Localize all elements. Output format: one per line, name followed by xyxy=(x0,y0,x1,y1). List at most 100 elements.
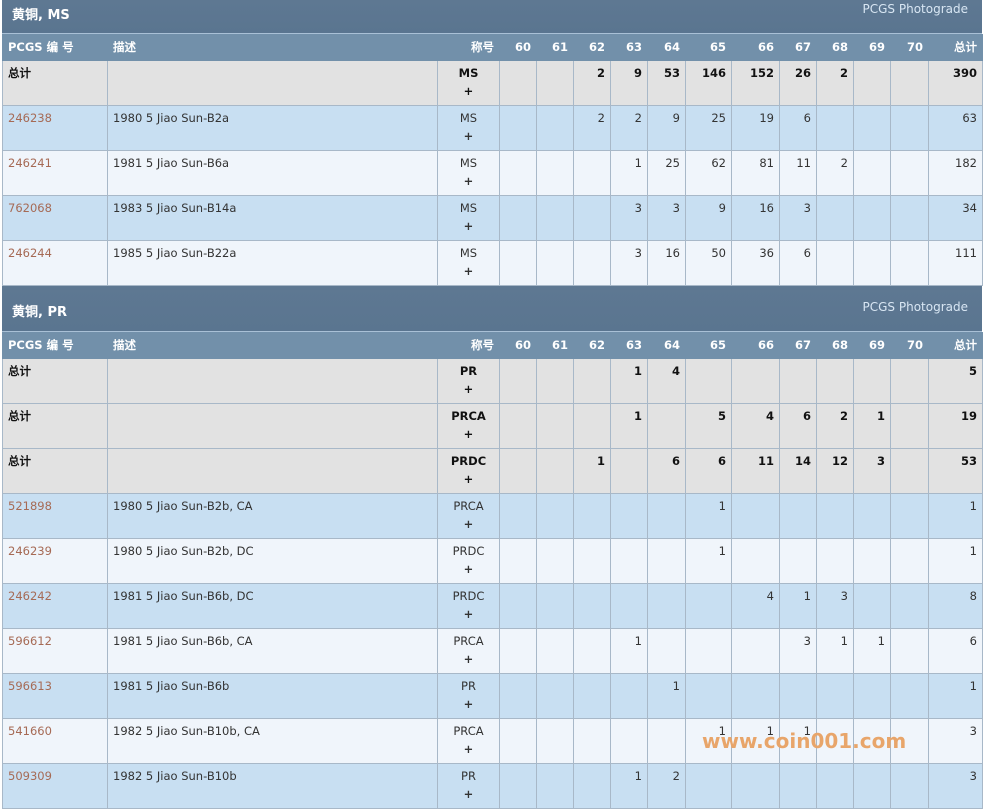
pcgs-number-link[interactable]: 762068 xyxy=(8,201,52,215)
pcgs-number-link[interactable]: 246238 xyxy=(8,111,52,125)
column-grade-60[interactable]: 60 xyxy=(499,332,537,359)
plus-grade-toggle[interactable]: + xyxy=(463,129,474,143)
column-grade-62[interactable]: 62 xyxy=(573,332,611,359)
pcgs-number-link[interactable]: 246244 xyxy=(8,246,52,260)
grade-count-66: 81 xyxy=(731,150,780,196)
column-grade-68[interactable]: 68 xyxy=(816,332,854,359)
column-description[interactable]: 描述 xyxy=(107,34,438,61)
column-grade-63[interactable]: 63 xyxy=(610,332,648,359)
grade-count-61 xyxy=(536,240,574,286)
column-grade-65[interactable]: 65 xyxy=(685,332,732,359)
column-grade-66[interactable]: 66 xyxy=(731,34,780,61)
column-grade-60[interactable]: 60 xyxy=(499,34,537,61)
column-grade-65[interactable]: 65 xyxy=(685,34,732,61)
grade-count-64: 25 xyxy=(647,150,686,196)
grade-count-60 xyxy=(499,583,537,629)
total-label: 总计 xyxy=(8,364,31,378)
plus-grade-toggle[interactable]: + xyxy=(463,174,474,188)
grade-count-61 xyxy=(536,583,574,629)
plus-grade-toggle[interactable]: + xyxy=(463,84,474,98)
pcgs-number-link[interactable]: 541660 xyxy=(8,724,52,738)
column-pcgs[interactable]: PCGS 编 号 xyxy=(2,332,108,359)
plus-grade-toggle[interactable]: + xyxy=(463,562,474,576)
plus-grade-toggle[interactable]: + xyxy=(463,427,474,441)
grade-count-66 xyxy=(731,628,780,674)
plus-grade-toggle[interactable]: + xyxy=(463,742,474,756)
plus-grade-toggle[interactable]: + xyxy=(463,219,474,233)
column-header-row: PCGS 编 号描述 称号 60 61 62 63 64 65 66 67 68 69 70 总计 xyxy=(2,332,983,359)
pcgs-number-link[interactable]: 246239 xyxy=(8,544,52,558)
pcgs-number-link[interactable]: 521898 xyxy=(8,499,52,513)
plus-grade-toggle[interactable]: + xyxy=(463,652,474,666)
designation-cell: PR + xyxy=(437,763,500,809)
column-grade-67[interactable]: 67 xyxy=(779,332,817,359)
designation-label: MS xyxy=(459,201,478,215)
plus-grade-toggle[interactable]: + xyxy=(463,264,474,278)
column-grade-66[interactable]: 66 xyxy=(731,332,780,359)
grade-count-65: 1 xyxy=(685,493,732,539)
row-total: 8 xyxy=(928,583,983,629)
column-grade-64[interactable]: 64 xyxy=(647,34,686,61)
row-total: 1 xyxy=(928,493,983,539)
grade-count-66: 152 xyxy=(731,60,780,106)
photograde-link[interactable]: PCGS Photograde xyxy=(862,300,968,314)
plus-grade-toggle[interactable]: + xyxy=(463,607,474,621)
column-grade-70[interactable]: 70 xyxy=(890,34,929,61)
grade-count-62 xyxy=(573,763,611,809)
column-grade-69[interactable]: 69 xyxy=(853,332,891,359)
grade-count-63 xyxy=(610,448,648,494)
designation-label: MS xyxy=(459,246,478,260)
column-grade-67[interactable]: 67 xyxy=(779,34,817,61)
grade-count-65 xyxy=(685,673,732,719)
pcgs-number-link[interactable]: 246241 xyxy=(8,156,52,170)
pcgs-number-link[interactable]: 509309 xyxy=(8,769,52,783)
column-grade-64[interactable]: 64 xyxy=(647,332,686,359)
designation-cell: PR + xyxy=(437,358,500,404)
grade-count-66: 11 xyxy=(731,448,780,494)
column-designation[interactable]: 称号 xyxy=(437,332,500,359)
pcgs-number-link[interactable]: 596613 xyxy=(8,679,52,693)
column-grade-61[interactable]: 61 xyxy=(536,332,574,359)
column-grade-69[interactable]: 69 xyxy=(853,34,891,61)
grade-count-62 xyxy=(573,195,611,241)
column-pcgs[interactable]: PCGS 编 号 xyxy=(2,34,108,61)
grade-count-65: 25 xyxy=(685,105,732,151)
description-cell xyxy=(107,60,438,106)
total-row: 总计 PRCA +1 5 4 6 2 1 19 xyxy=(2,403,983,449)
grade-count-63 xyxy=(610,583,648,629)
grade-count-64: 2 xyxy=(647,763,686,809)
grade-count-65 xyxy=(685,358,732,404)
column-description[interactable]: 描述 xyxy=(107,332,438,359)
grade-count-70 xyxy=(890,673,929,719)
photograde-link[interactable]: PCGS Photograde xyxy=(862,2,968,16)
grade-count-62 xyxy=(573,240,611,286)
designation-cell: PRCA + xyxy=(437,628,500,674)
plus-grade-toggle[interactable]: + xyxy=(463,697,474,711)
designation-label: MS xyxy=(458,66,479,80)
column-total[interactable]: 总计 xyxy=(928,34,983,61)
column-grade-62[interactable]: 62 xyxy=(573,34,611,61)
pcgs-number-link[interactable]: 246242 xyxy=(8,589,52,603)
grade-count-62 xyxy=(573,150,611,196)
plus-grade-toggle[interactable]: + xyxy=(463,517,474,531)
column-grade-61[interactable]: 61 xyxy=(536,34,574,61)
plus-grade-toggle[interactable]: + xyxy=(463,382,474,396)
table-row: 246238 1980 5 Jiao Sun-B2a MS +2 2 9 25 19 6 63 xyxy=(2,105,983,151)
grade-count-63 xyxy=(610,538,648,584)
grade-count-62: 2 xyxy=(573,60,611,106)
pcgs-number-cell: 246239 xyxy=(2,538,108,584)
grade-count-60 xyxy=(499,105,537,151)
grade-count-65: 9 xyxy=(685,195,732,241)
pcgs-number-cell: 521898 xyxy=(2,493,108,539)
column-grade-68[interactable]: 68 xyxy=(816,34,854,61)
column-grade-70[interactable]: 70 xyxy=(890,332,929,359)
plus-grade-toggle[interactable]: + xyxy=(463,787,474,801)
plus-grade-toggle[interactable]: + xyxy=(463,472,474,486)
column-total[interactable]: 总计 xyxy=(928,332,983,359)
grade-count-60 xyxy=(499,718,537,764)
column-designation[interactable]: 称号 xyxy=(437,34,500,61)
grade-count-60 xyxy=(499,358,537,404)
pcgs-number-link[interactable]: 596612 xyxy=(8,634,52,648)
grade-count-70 xyxy=(890,105,929,151)
column-grade-63[interactable]: 63 xyxy=(610,34,648,61)
